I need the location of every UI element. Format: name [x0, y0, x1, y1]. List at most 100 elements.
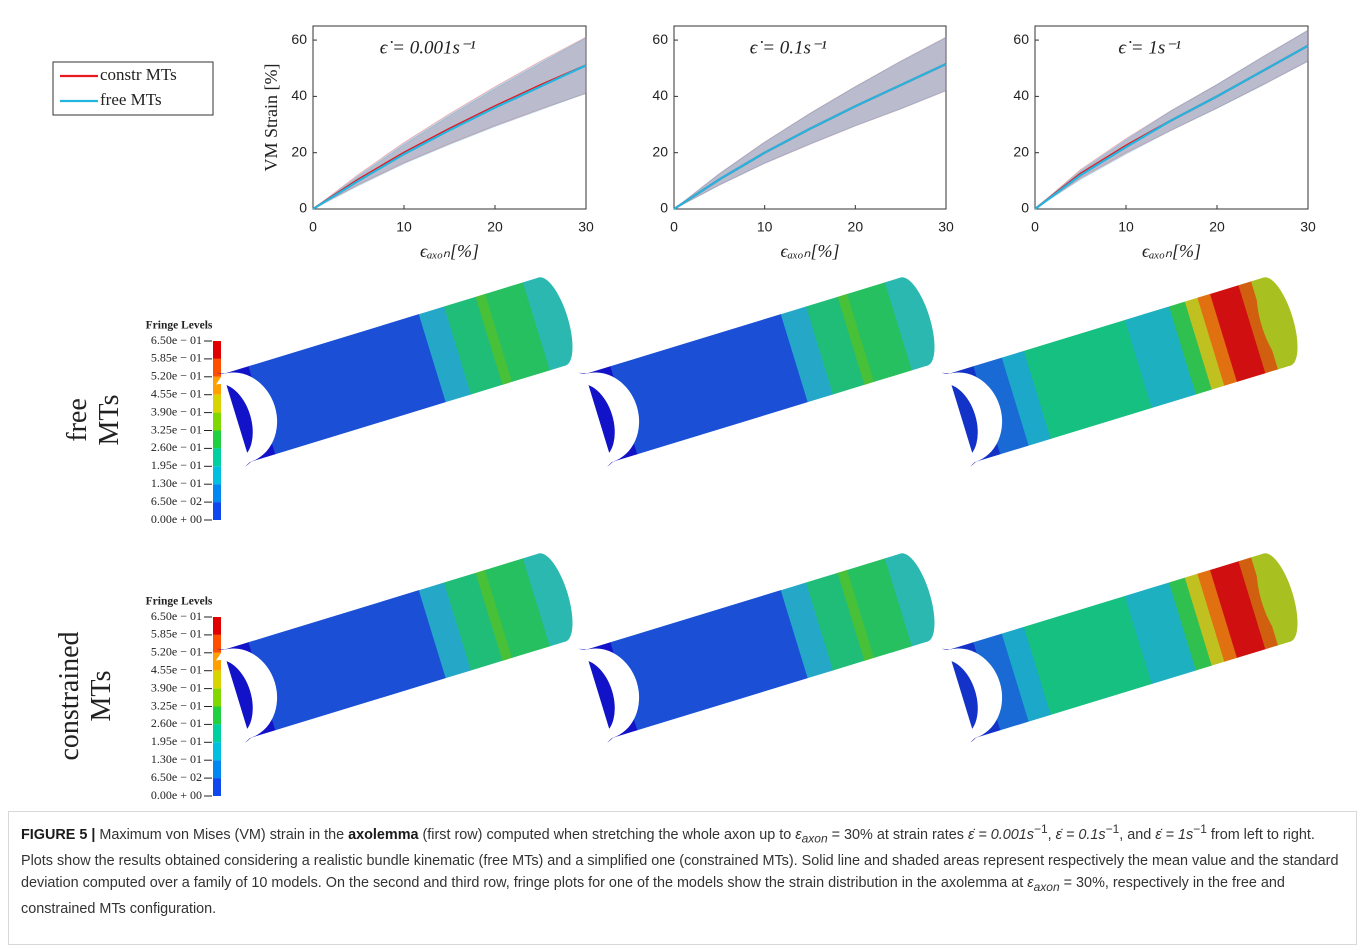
caption: FIGURE 5 | Maximum von Mises (VM) strain…	[8, 811, 1357, 945]
y-tick-label: 0	[299, 200, 307, 216]
fringe-level: 6.50e − 01	[151, 609, 202, 623]
legend-label: constr MTs	[100, 65, 177, 84]
axon	[575, 270, 944, 468]
caption-text: = 30% at strain rates	[828, 827, 968, 843]
x-tick-label: 20	[487, 219, 503, 235]
fringe-level: 3.90e − 01	[151, 680, 202, 694]
caption-text: (first row) computed when stretching the…	[419, 827, 796, 843]
y-tick-label: 60	[1013, 31, 1029, 47]
x-axis-label: ϵₐₓₒₙ[%]	[1142, 241, 1201, 261]
figure: 0 20 40 60 0 10 20 30 ϵ̇ = 0.001s⁻¹ ϵₐₓₒₙ[%] VM St…	[0, 0, 1362, 811]
fringe-level: 3.25e − 01	[151, 422, 202, 436]
x-tick-label: 10	[1118, 219, 1134, 235]
colorbar-segment	[213, 413, 221, 431]
x-tick-label: 10	[757, 219, 773, 235]
y-tick-label: 60	[291, 31, 307, 47]
colorbar-segment	[213, 502, 221, 520]
chart-title: ϵ̇ = 0.001s⁻¹	[380, 37, 476, 58]
fringe-level: 5.20e − 01	[151, 369, 202, 383]
axon-band	[610, 314, 808, 454]
caption-math: axon	[802, 832, 828, 846]
y-tick-label: 20	[291, 143, 307, 159]
caption-bold: axolemma	[348, 827, 418, 843]
colorbar-segment	[213, 484, 221, 502]
row-label-line: free	[62, 398, 93, 442]
colorbar-segment	[213, 395, 221, 413]
fringe-level: 1.95e − 01	[151, 734, 202, 748]
axon-band	[248, 314, 446, 454]
y-tick-label: 60	[652, 31, 668, 47]
colorbar-segment	[213, 689, 221, 707]
caption-text: Maximum von Mises (VM) strain in the	[95, 827, 348, 843]
fringe-level: 6.50e − 02	[151, 770, 202, 784]
fringe-level: 3.90e − 01	[151, 404, 202, 418]
colorbar-segment	[213, 448, 221, 466]
x-axis-label: ϵₐₓₒₙ[%]	[420, 241, 479, 261]
axon-band	[610, 590, 808, 730]
chart-title: ϵ̇ = 0.1s⁻¹	[750, 37, 827, 58]
colorbar-segment	[213, 671, 221, 689]
colorbar-segment	[213, 359, 221, 377]
y-tick-label: 20	[1013, 143, 1029, 159]
fringe-level: 4.55e − 01	[151, 662, 202, 676]
fringe-level: 2.60e − 01	[151, 440, 202, 454]
y-tick-label: 0	[660, 200, 668, 216]
caption-text: , and	[1119, 827, 1155, 843]
fringe-level: 5.85e − 01	[151, 351, 202, 365]
colorbar-segment	[213, 778, 221, 796]
caption-math: axon	[1034, 880, 1060, 894]
x-tick-label: 30	[1300, 219, 1316, 235]
axon	[213, 270, 582, 468]
fringe-level: 1.95e − 01	[151, 458, 202, 472]
y-tick-label: 0	[1021, 200, 1029, 216]
axon-band	[248, 590, 446, 730]
fringe-level: 5.20e − 01	[151, 645, 202, 659]
fringe-title: Fringe Levels	[146, 320, 213, 332]
colorbar-segment	[213, 617, 221, 635]
fringe-level: 4.55e − 01	[151, 386, 202, 400]
caption-label: FIGURE 5 |	[21, 827, 95, 843]
colorbar-segment	[213, 724, 221, 742]
x-tick-label: 20	[848, 219, 864, 235]
fringe-level: 0.00e + 00	[151, 788, 202, 802]
x-tick-label: 0	[309, 219, 317, 235]
fringe-level: 6.50e − 02	[151, 494, 202, 508]
caption-math: −1	[1193, 822, 1207, 836]
y-tick-label: 20	[652, 143, 668, 159]
caption-math: −1	[1034, 822, 1048, 836]
caption-math: −1	[1106, 822, 1120, 836]
fringe-title: Fringe Levels	[146, 596, 213, 608]
row-label: constrainedMTs	[54, 631, 117, 760]
x-axis-label: ϵₐₓₒₙ[%]	[781, 241, 840, 261]
y-axis-label: VM Strain [%]	[261, 64, 281, 172]
legend-label: free MTs	[100, 90, 162, 109]
axon	[213, 546, 582, 744]
caption-math: ε̇ = 0.001s	[968, 827, 1034, 843]
x-tick-label: 0	[1031, 219, 1039, 235]
x-tick-label: 20	[1209, 219, 1225, 235]
fringe-level: 2.60e − 01	[151, 716, 202, 730]
colorbar-segment	[213, 635, 221, 653]
y-tick-label: 40	[652, 87, 668, 103]
row-label-line: MTs	[86, 671, 117, 722]
x-tick-label: 10	[396, 219, 412, 235]
chart-title: ϵ̇ = 1s⁻¹	[1118, 37, 1181, 58]
colorbar-segment	[213, 341, 221, 359]
fringe-level: 3.25e − 01	[151, 698, 202, 712]
y-tick-label: 40	[291, 87, 307, 103]
caption-text: ,	[1048, 827, 1056, 843]
fringe-level: 1.30e − 01	[151, 752, 202, 766]
fringe-level: 5.85e − 01	[151, 627, 202, 641]
fringe-level: 1.30e − 01	[151, 476, 202, 490]
fringe-level: 6.50e − 01	[151, 333, 202, 347]
row-label-line: MTs	[94, 395, 125, 446]
x-tick-label: 30	[578, 219, 594, 235]
row-label: freeMTs	[62, 395, 125, 446]
fringe-level: 0.00e + 00	[151, 512, 202, 526]
colorbar-segment	[213, 760, 221, 778]
y-tick-label: 40	[1013, 87, 1029, 103]
x-tick-label: 30	[938, 219, 954, 235]
axon	[938, 270, 1307, 468]
axon	[938, 546, 1307, 744]
caption-math: ε̇ = 1s	[1155, 827, 1193, 843]
